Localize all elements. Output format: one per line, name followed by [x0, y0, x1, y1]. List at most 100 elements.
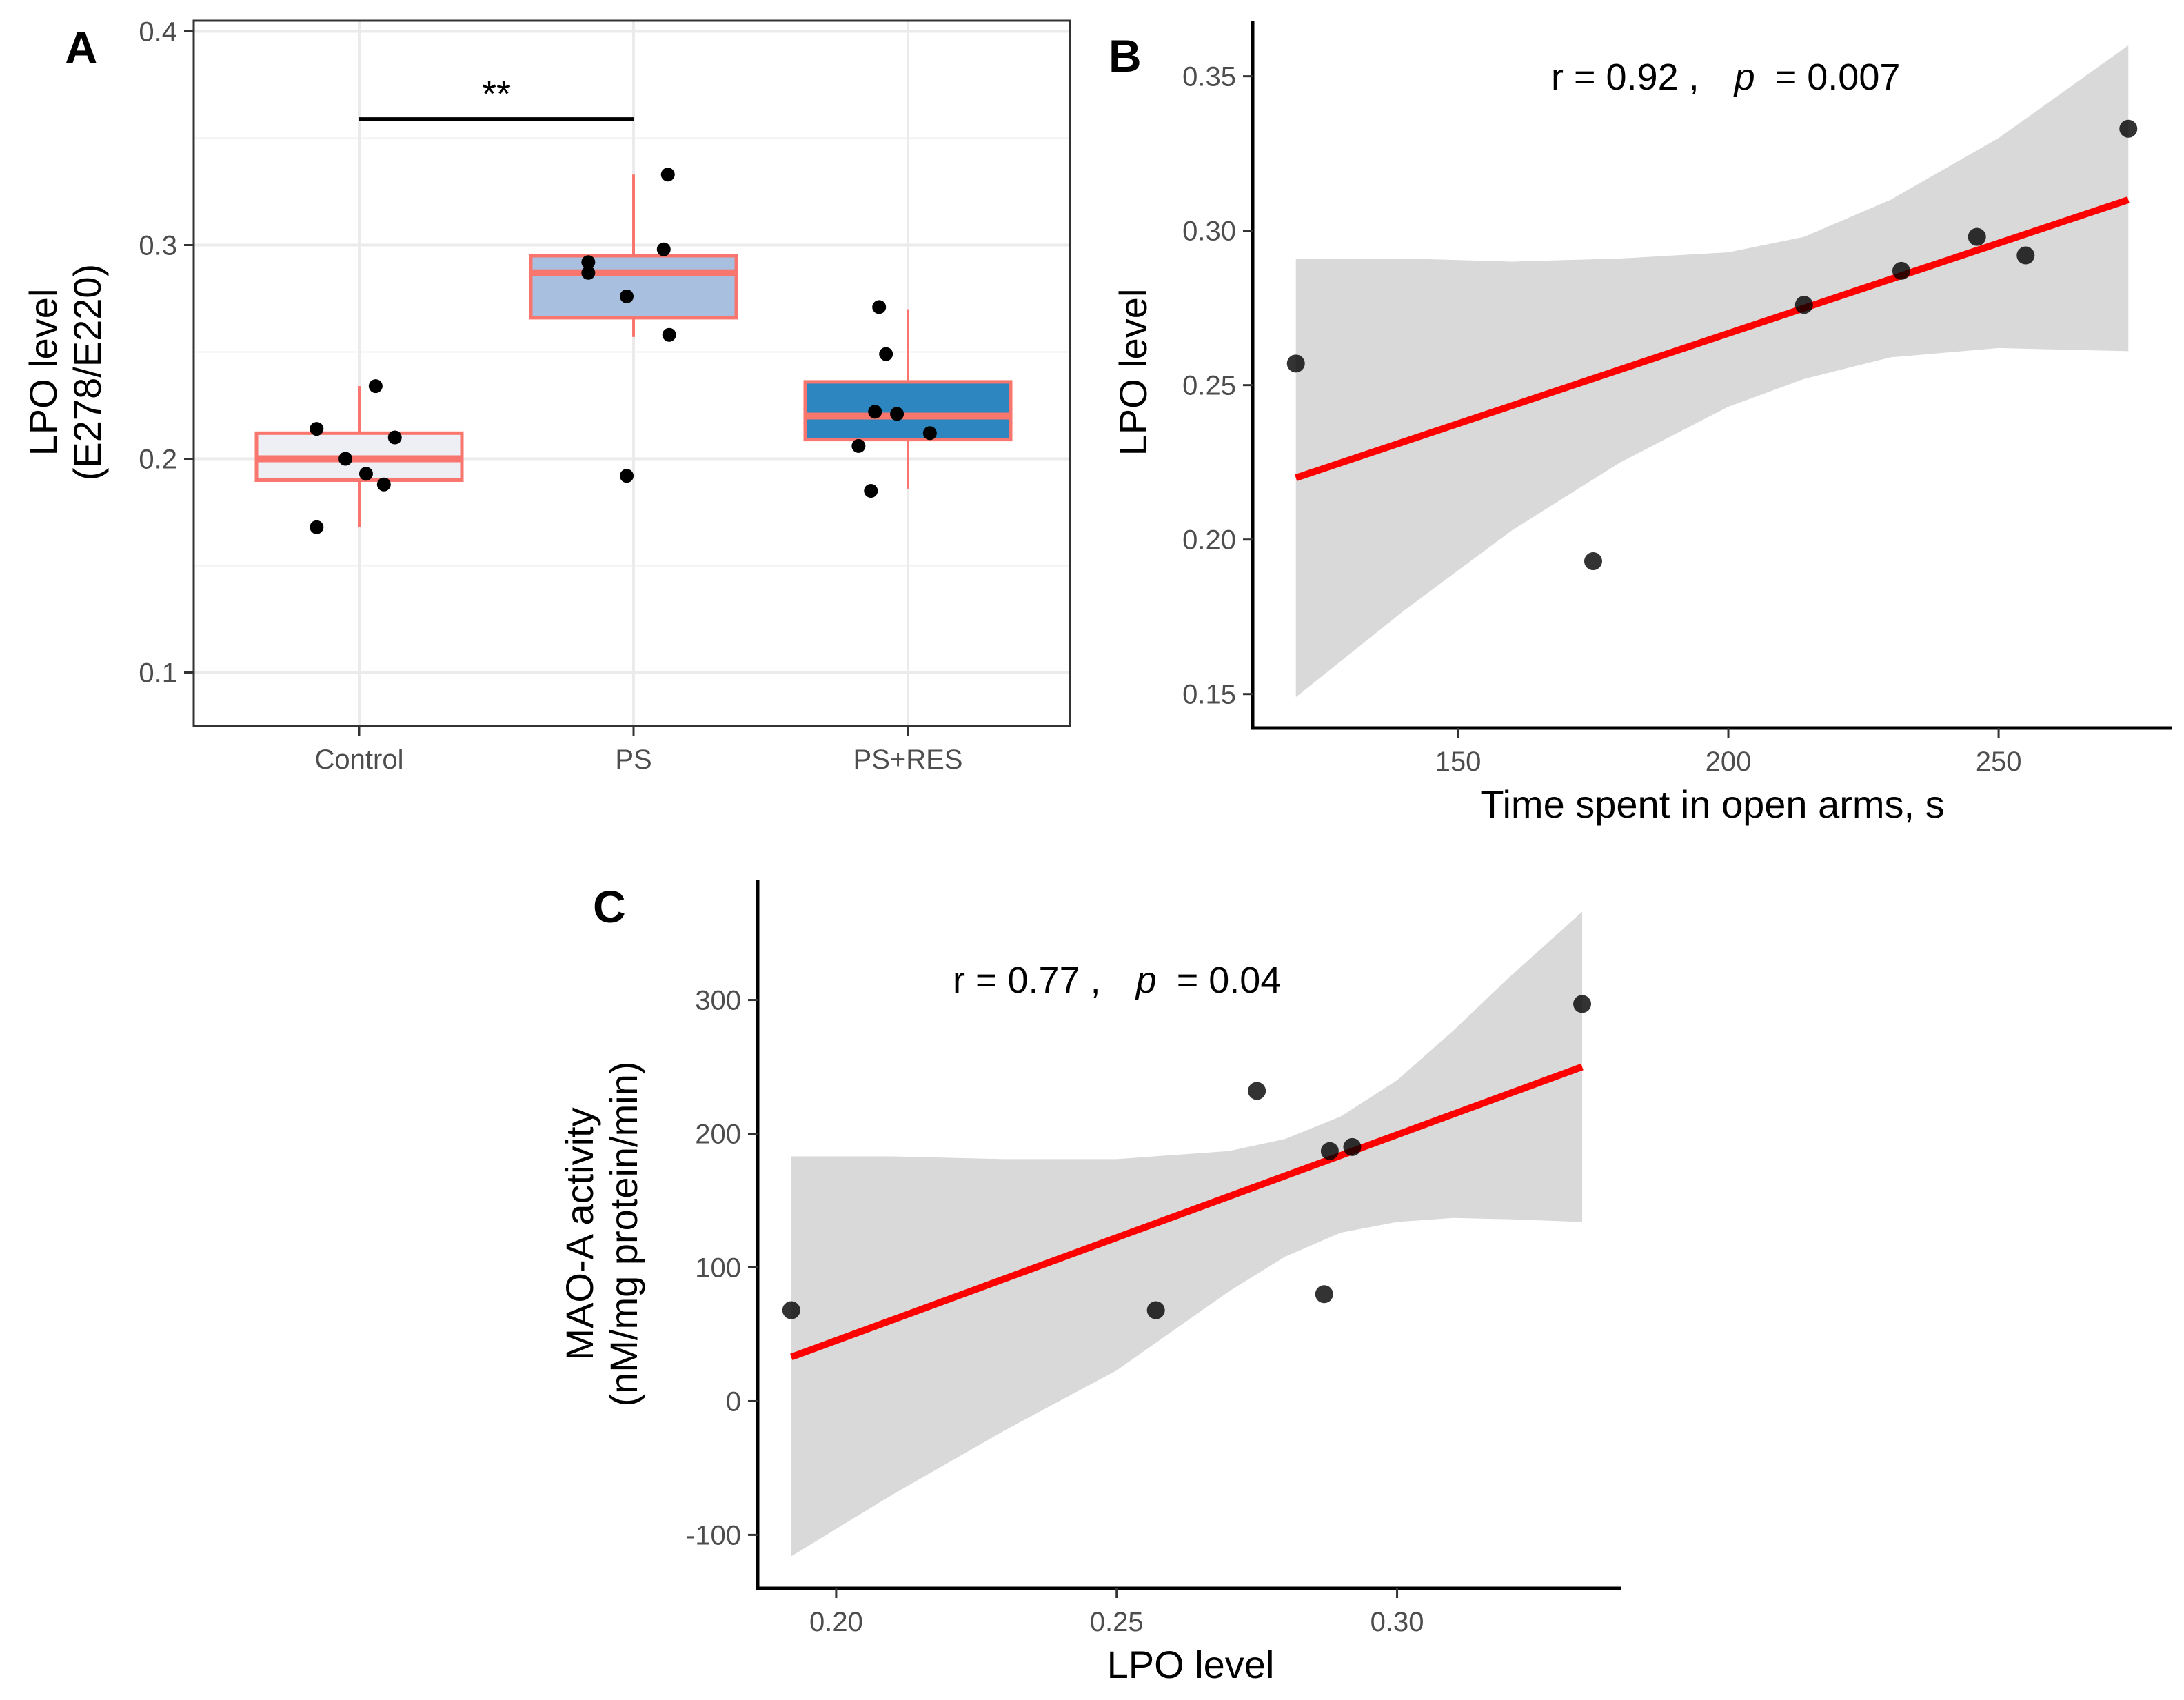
panel-a-points [310, 168, 937, 534]
panel-a-y-title-line-2: (E278/E220) [65, 264, 109, 480]
panel-a-plot-border [192, 19, 1071, 727]
panel-c-annotation: r = 0.77 , p = 0.04 [953, 960, 1281, 1001]
panel-c-p-text: = 0.04 [1177, 960, 1282, 1001]
panel-c-y-title-line-1: MAO-A activity [558, 1107, 601, 1360]
data-point [1573, 995, 1592, 1013]
panel-c-y-ticks: -100 0 100 200 300 [686, 986, 758, 1550]
y-tick-label: 100 [695, 1253, 741, 1283]
data-point [1286, 354, 1305, 373]
y-tick-label: -100 [686, 1520, 741, 1550]
data-point [1146, 1301, 1165, 1319]
data-point [358, 467, 373, 481]
y-tick-label: 0.25 [1182, 371, 1236, 401]
y-tick-label: 0.30 [1182, 216, 1236, 247]
data-point [581, 255, 596, 270]
panel-a-y-title-line-1: LPO level [21, 289, 65, 456]
panel-b-x-ticks: 150 200 250 [1435, 728, 2022, 777]
data-point [2016, 246, 2035, 265]
panel-c-fit-line [790, 1063, 1584, 1361]
panel-b-points [1286, 119, 2138, 571]
data-point [782, 1301, 800, 1319]
y-tick-label: 200 [695, 1120, 741, 1150]
y-tick-label: 0 [726, 1386, 741, 1417]
y-tick-label: 0.20 [1182, 525, 1236, 556]
panel-c: C -100 0 100 200 300 0.20 0.25 0.30 r = 0.77 ,… [558, 880, 1621, 1686]
data-point [581, 265, 596, 280]
y-tick-label: 0.4 [139, 17, 177, 48]
box-ps-res [803, 309, 1013, 489]
data-point [387, 430, 402, 445]
x-tick-label: PS [615, 745, 651, 775]
y-tick-label: 0.15 [1182, 680, 1236, 710]
data-point [338, 452, 353, 466]
data-point [1794, 296, 1813, 314]
data-point [662, 327, 676, 342]
panel-b-confidence-band [1295, 45, 2129, 698]
data-point [310, 422, 324, 436]
data-point [368, 379, 383, 394]
data-point [660, 168, 675, 182]
panel-b-y-axis-title: LPO level [1111, 289, 1155, 456]
data-point [656, 242, 671, 256]
data-point [872, 300, 887, 314]
panel-b-p-text: = 0.007 [1775, 57, 1901, 98]
data-point [1315, 1285, 1333, 1304]
y-tick-label: 0.2 [139, 445, 177, 475]
confidence-band-area [1295, 45, 2129, 698]
confidence-band-area [791, 911, 1583, 1557]
panel-b-annotation: r = 0.92 , p = 0.007 [1551, 57, 1900, 98]
panel-a-plot-background [194, 21, 1070, 726]
data-point [2119, 119, 2138, 138]
data-point [1584, 552, 1602, 571]
box-iqr [529, 254, 738, 320]
data-point [1248, 1082, 1266, 1100]
x-tick-label: Control [315, 745, 404, 775]
data-point [922, 426, 937, 441]
panel-b-fit-line [1295, 196, 2130, 481]
x-tick-label: 0.20 [809, 1607, 863, 1637]
panel-a: A ** 0.1 0.2 0.3 0.4 Control PS PS+RES LPO le… [21, 17, 1071, 775]
panel-b-letter: B [1109, 30, 1142, 81]
box-ps [529, 174, 738, 337]
data-point [310, 520, 324, 534]
panel-c-y-axis-title: MAO-A activity (nM/mg protein/min) [558, 1061, 645, 1406]
data-point [868, 405, 882, 419]
data-point [620, 289, 634, 303]
y-tick-label: 0.35 [1182, 62, 1236, 92]
significance-label: ** [482, 74, 511, 115]
panel-c-r-text: r = 0.77 , [953, 960, 1101, 1001]
box-control [254, 386, 464, 527]
y-tick-label: 0.3 [139, 231, 177, 261]
panel-a-y-axis-title: LPO level (E278/E220) [21, 264, 109, 480]
panel-c-confidence-band [791, 911, 1583, 1557]
data-point [890, 407, 904, 421]
x-tick-label: 200 [1706, 747, 1752, 777]
data-point [620, 469, 634, 483]
data-point [864, 484, 878, 498]
panel-a-letter: A [65, 22, 98, 73]
box-iqr [803, 380, 1013, 442]
panel-b-p-label: p [1733, 57, 1755, 98]
data-point [376, 477, 391, 492]
panel-c-x-ticks: 0.20 0.25 0.30 [809, 1588, 1424, 1637]
x-tick-label: 0.25 [1090, 1607, 1144, 1637]
data-point [879, 347, 893, 361]
regression-line [1295, 196, 2130, 481]
regression-line [790, 1063, 1584, 1361]
data-point [1320, 1142, 1339, 1160]
panel-a-x-ticks: Control PS PS+RES [315, 726, 963, 775]
x-tick-label: 250 [1976, 747, 2022, 777]
panel-c-y-title-line-2: (nM/mg protein/min) [602, 1061, 645, 1406]
panel-c-p-label: p [1135, 960, 1157, 1001]
y-tick-label: 300 [695, 986, 741, 1016]
data-point [851, 438, 866, 453]
panel-b-x-axis-title: Time spent in open arms, s [1480, 782, 1944, 826]
x-tick-label: 150 [1435, 747, 1482, 777]
data-point [1343, 1137, 1362, 1156]
x-tick-label: PS+RES [853, 745, 963, 775]
data-point [1968, 227, 1986, 246]
data-point [1892, 261, 1910, 280]
panel-a-y-ticks: 0.1 0.2 0.3 0.4 [139, 17, 194, 689]
panel-b: B 0.15 0.20 0.25 0.30 0.35 150 200 250 r = 0.9… [1109, 21, 2172, 826]
panel-c-points [782, 995, 1592, 1319]
